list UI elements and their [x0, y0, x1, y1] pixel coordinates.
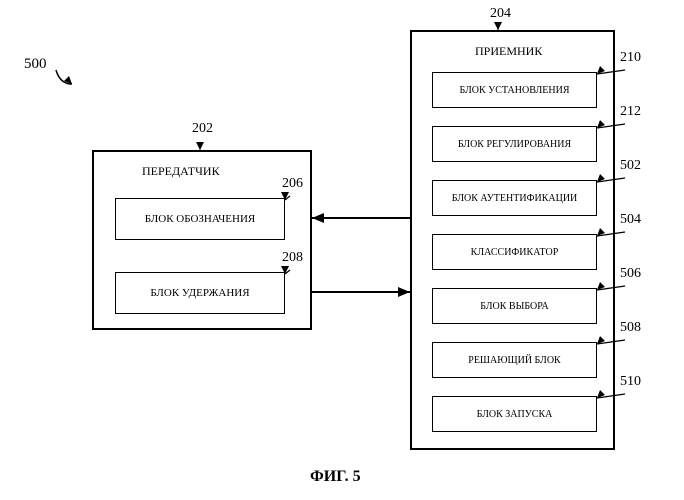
- receiver-block-502: БЛОК АУТЕНТИФИКАЦИИ: [432, 180, 597, 216]
- transmitter-title: ПЕРЕДАТЧИК: [142, 164, 220, 179]
- ref-label-502: 502: [620, 158, 641, 174]
- transmitter-block-206: БЛОК ОБОЗНАЧЕНИЯ: [115, 198, 285, 240]
- receiver-block-210: БЛОК УСТАНОВЛЕНИЯ: [432, 72, 597, 108]
- ref-label-208: 208: [282, 250, 303, 266]
- diagram-stage: ПЕРЕДАТЧИК ПРИЕМНИК БЛОК ОБОЗНАЧЕНИЯ БЛОК…: [0, 0, 684, 500]
- figure-ref-label: 500: [24, 56, 47, 73]
- receiver-block-510: БЛОК ЗАПУСКА: [432, 396, 597, 432]
- receiver-block-212: БЛОК РЕГУЛИРОВАНИЯ: [432, 126, 597, 162]
- receiver-title: ПРИЕМНИК: [475, 44, 542, 59]
- ref-label-206: 206: [282, 176, 303, 192]
- transmitter-block-208: БЛОК УДЕРЖАНИЯ: [115, 272, 285, 314]
- ref-label-504: 504: [620, 212, 641, 228]
- ref-label-506: 506: [620, 266, 641, 282]
- receiver-block-506: БЛОК ВЫБОРА: [432, 288, 597, 324]
- ref-label-508: 508: [620, 320, 641, 336]
- receiver-block-508: РЕШАЮЩИЙ БЛОК: [432, 342, 597, 378]
- ref-label-510: 510: [620, 374, 641, 390]
- ref-label-210: 210: [620, 50, 641, 66]
- ref-label-212: 212: [620, 104, 641, 120]
- ref-label-204: 204: [490, 6, 511, 22]
- receiver-block-504: КЛАССИФИКАТОР: [432, 234, 597, 270]
- ref-label-202: 202: [192, 121, 213, 137]
- figure-caption: ФИГ. 5: [310, 468, 361, 486]
